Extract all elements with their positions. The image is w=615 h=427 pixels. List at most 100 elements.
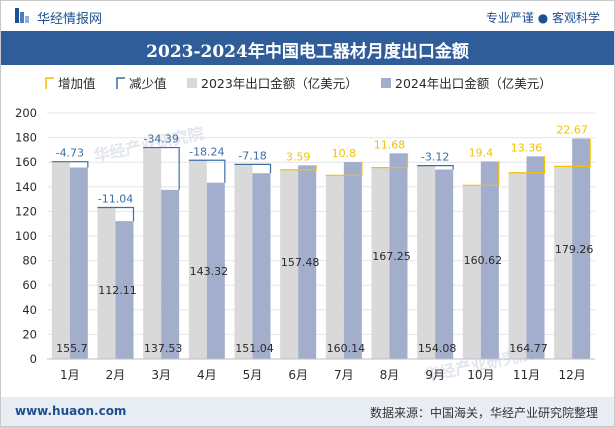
value-label-2024: 160.62: [464, 254, 503, 267]
bar-2024[interactable]: [435, 169, 454, 359]
legend-increase-icon: [45, 77, 54, 89]
y-tick-label: 100: [15, 229, 37, 243]
y-tick-label: 140: [15, 180, 37, 194]
bar-2023[interactable]: [462, 185, 481, 359]
y-tick-label: 200: [15, 106, 37, 120]
y-tick-label: 40: [22, 303, 37, 317]
data-labels-layer: -4.73 155.7 -11.04 112.11 -34.39 137.53 -18.24…: [56, 124, 594, 355]
decrease-marker: [234, 163, 272, 174]
website-link[interactable]: www.huaon.com: [15, 404, 127, 418]
y-tick-label: 120: [15, 204, 37, 218]
x-tick-label: 9月: [425, 368, 445, 382]
increase-marker: [280, 165, 317, 171]
value-label-2024: 164.77: [509, 342, 548, 355]
bar-2023[interactable]: [508, 172, 527, 359]
change-label: -3.12: [421, 151, 449, 164]
top-bar: 华经情报网 专业严谨 ● 客观科学: [1, 1, 614, 31]
change-label: 3.59: [286, 150, 311, 163]
value-label-2024: 112.11: [98, 284, 137, 297]
bottom-bar: www.huaon.com 数据来源：中国海关，华经产业研究院整理: [1, 397, 614, 426]
bar-2023[interactable]: [188, 160, 207, 359]
decrease-marker: [143, 146, 180, 190]
legend-label-increase: 增加值: [58, 76, 96, 91]
value-label-2024: 157.48: [281, 256, 320, 269]
legend-swatch-2024: [381, 78, 391, 88]
bar-2023[interactable]: [554, 166, 573, 359]
bar-2023[interactable]: [417, 165, 436, 359]
change-label: -7.18: [238, 149, 266, 162]
tagline: 专业严谨 ● 客观科学: [485, 11, 600, 25]
change-label: 13.36: [511, 141, 543, 154]
x-tick-label: 5月: [243, 368, 263, 382]
value-label-2024: 154.08: [418, 342, 457, 355]
legend-label-decrease: 减少值: [129, 76, 167, 91]
increase-marker: [462, 161, 500, 186]
bar-2023[interactable]: [325, 175, 344, 359]
value-label-2024: 167.25: [372, 250, 411, 263]
x-tick-label: 11月: [513, 368, 540, 382]
bar-2024[interactable]: [389, 153, 408, 359]
bar-2024[interactable]: [206, 182, 225, 359]
decrease-marker: [188, 159, 226, 183]
x-tick-label: 8月: [380, 368, 400, 382]
change-label: 22.67: [556, 124, 588, 137]
increase-marker: [371, 153, 409, 169]
increase-marker: [554, 138, 591, 167]
value-label-2024: 155.7: [56, 342, 88, 355]
legend: 增加值 减少值 2023年出口金额（亿美元） 2024年出口金额（亿美元）: [45, 76, 552, 91]
x-tick-label: 4月: [197, 368, 217, 382]
bar-2024[interactable]: [161, 189, 180, 359]
x-tick-label: 2月: [106, 368, 126, 382]
title-bar: 2023-2024年中国电工器材月度出口金额: [1, 31, 614, 65]
legend-decrease-icon: [116, 77, 125, 89]
x-tick-label: 12月: [559, 368, 586, 382]
bar-2024[interactable]: [572, 138, 591, 359]
bar-2024[interactable]: [480, 161, 499, 359]
legend-label-2024: 2024年出口金额（亿美元）: [395, 76, 552, 91]
change-label: 10.8: [332, 147, 357, 160]
bar-2024[interactable]: [526, 156, 545, 359]
brand-logo-icon: [15, 8, 29, 23]
data-source: 数据来源：中国海关，华经产业研究院整理: [369, 406, 598, 420]
change-label: -11.04: [98, 193, 133, 206]
value-label-2024: 160.14: [327, 342, 366, 355]
y-axis: 0 20 40 60 80 100 120 140 160 180 200: [15, 106, 37, 366]
increase-marker: [508, 156, 546, 174]
bar-2024[interactable]: [115, 221, 134, 359]
bar-2023[interactable]: [234, 164, 253, 359]
legend-swatch-2023: [187, 78, 197, 88]
decrease-marker: [51, 161, 89, 168]
bar-2023[interactable]: [143, 147, 162, 359]
brand-name: 华经情报网: [37, 12, 103, 27]
bar-2023[interactable]: [280, 169, 299, 359]
y-tick-label: 60: [22, 278, 37, 292]
bars-layer: [51, 138, 591, 359]
bar-2023[interactable]: [97, 207, 116, 359]
bar-2024[interactable]: [298, 165, 317, 359]
bar-2023[interactable]: [51, 161, 70, 359]
y-tick-label: 0: [30, 352, 37, 366]
change-label: -4.73: [56, 147, 84, 160]
x-tick-label: 7月: [334, 368, 354, 382]
decrease-marker: [97, 206, 135, 222]
change-markers-layer: [51, 138, 591, 222]
value-label-2024: 143.32: [190, 265, 229, 278]
change-label: 11.68: [374, 138, 406, 151]
x-tick-label: 10月: [467, 368, 494, 382]
bar-2024[interactable]: [343, 162, 362, 359]
bar-2023[interactable]: [371, 167, 390, 359]
bar-2024[interactable]: [252, 173, 271, 359]
y-tick-label: 160: [15, 155, 37, 169]
chart-title: 2023-2024年中国电工器材月度出口金额: [146, 42, 469, 62]
value-label-2024: 137.53: [144, 342, 183, 355]
value-label-2024: 179.26: [555, 243, 594, 256]
value-label-2024: 151.04: [235, 342, 274, 355]
y-tick-label: 180: [15, 131, 37, 145]
increase-marker: [325, 162, 363, 176]
change-label: 19.4: [469, 146, 494, 159]
x-tick-label: 3月: [151, 368, 171, 382]
x-axis: 1月 2月 3月 4月 5月 6月 7月 8月 9月 10月 11月 12月: [47, 358, 595, 382]
bar-2024[interactable]: [69, 167, 88, 359]
y-tick-label: 80: [22, 254, 37, 268]
